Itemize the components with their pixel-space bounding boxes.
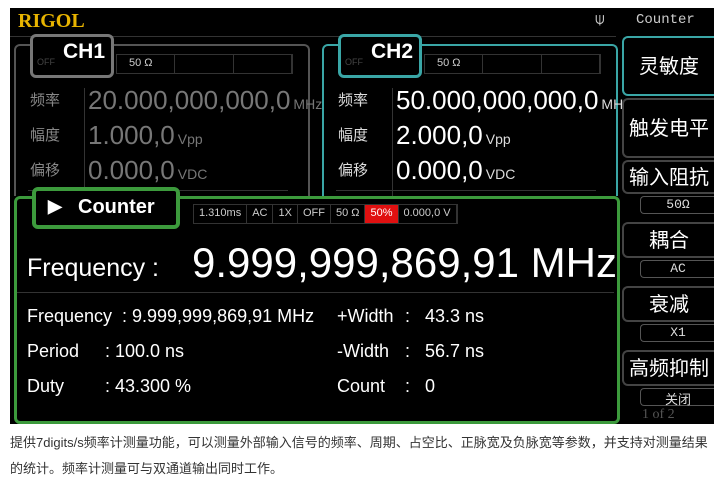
- duty-value: : 43.300 %: [105, 376, 192, 396]
- big-frequency-label: Frequency :: [27, 254, 160, 282]
- divider: [392, 88, 393, 196]
- period-label: Period: [27, 341, 80, 361]
- pos-width-value: 43.3 ns: [425, 306, 485, 326]
- ch2-frequency: 频率 50.000,000,000,0 MHz: [338, 84, 630, 116]
- gate-time: 1.310ms: [194, 205, 248, 223]
- hf-reject-value: 关闭: [640, 388, 714, 408]
- divider: [17, 292, 614, 293]
- label: 频率: [338, 92, 369, 109]
- mode-label: Counter: [636, 12, 695, 28]
- ch1-name: CH1: [63, 40, 106, 63]
- sensitivity: 50%: [365, 205, 399, 223]
- softkey-input-impedance[interactable]: 输入阻抗: [622, 160, 714, 194]
- hf-reject: OFF: [298, 205, 331, 223]
- value: 0.000,0: [88, 155, 175, 185]
- unit: VDC: [177, 166, 208, 182]
- ch1-amplitude: 幅度 1.000,0 Vpp: [30, 119, 203, 151]
- duty-label: Duty: [27, 376, 65, 396]
- ch1-impedance-value: 50 Ω: [117, 55, 176, 73]
- input-impedance-value: 50Ω: [640, 196, 714, 214]
- value: 0.000,0: [396, 155, 483, 185]
- softkey-hf-reject[interactable]: 高频抑制: [622, 350, 714, 386]
- softkey-sensitivity[interactable]: 灵敏度: [622, 36, 714, 96]
- label: 偏移: [338, 162, 369, 179]
- coupling-value: AC: [640, 260, 714, 278]
- usb-icon: ⍦: [595, 11, 605, 28]
- coupling: AC: [247, 205, 274, 223]
- period-value: : 100.0 ns: [105, 341, 185, 361]
- neg-width-label: -Width: [337, 341, 390, 361]
- label: 幅度: [338, 127, 369, 144]
- label: 频率: [30, 92, 61, 109]
- header-divider: [10, 36, 616, 37]
- ch2-state: OFF: [345, 57, 363, 67]
- separator: :: [405, 376, 411, 396]
- softkey-coupling[interactable]: 耦合: [622, 222, 714, 258]
- attenuation-value: X1: [640, 324, 714, 342]
- ch1-tab[interactable]: OFF CH1: [30, 34, 114, 78]
- frequency-label: Frequency: [27, 306, 113, 326]
- rigol-logo: RIGOL: [18, 10, 85, 32]
- unit: MHz: [293, 96, 323, 112]
- attenuation: 1X: [273, 205, 298, 223]
- big-frequency-value: 9.999,999,869,91 MHz: [192, 239, 617, 286]
- neg-width-value: 56.7 ns: [425, 341, 485, 361]
- frequency-value: : 9.999,999,869,91 MHz: [122, 306, 315, 326]
- label: 偏移: [30, 162, 61, 179]
- instrument-screen: RIGOL ⍦ Counter OFF CH1 50 Ω 频率 20.000,00…: [10, 8, 714, 424]
- ch1-panel[interactable]: OFF CH1 50 Ω 频率 20.000,000,000,0 MHz 幅度 1.0…: [14, 34, 322, 196]
- ch1-frequency: 频率 20.000,000,000,0 MHz: [30, 84, 322, 116]
- unit: VDC: [485, 166, 516, 182]
- counter-tab[interactable]: ▶ Counter: [32, 187, 180, 229]
- count-value: 0: [425, 376, 436, 396]
- label: 幅度: [30, 127, 61, 144]
- value: 2.000,0: [396, 120, 483, 150]
- softkey-trigger-level[interactable]: 触发电平: [622, 98, 714, 158]
- value: 1.000,0: [88, 120, 175, 150]
- counter-status-bar: 1.310ms AC 1X OFF 50 Ω 50% 0.000,0 V: [193, 204, 458, 224]
- ch1-offset: 偏移 0.000,0 VDC: [30, 154, 207, 186]
- unit: Vpp: [485, 131, 511, 147]
- counter-panel: ▶ Counter 1.310ms AC 1X OFF 50 Ω 50% 0.0…: [14, 187, 620, 424]
- play-icon: ▶: [48, 196, 62, 216]
- ch2-impedance: 50 Ω: [424, 54, 601, 74]
- ch2-amplitude: 幅度 2.000,0 Vpp: [338, 119, 511, 151]
- count-label: Count: [337, 376, 386, 396]
- impedance: 50 Ω: [331, 205, 366, 223]
- ch2-offset: 偏移 0.000,0 VDC: [338, 154, 515, 186]
- counter-title: Counter: [78, 196, 155, 218]
- separator: :: [405, 341, 411, 361]
- ch2-tab[interactable]: OFF CH2: [338, 34, 422, 78]
- softkey-attenuation[interactable]: 衰减: [622, 286, 714, 322]
- ch2-panel[interactable]: OFF CH2 50 Ω 频率 50.000,000,000,0 MHz 幅度 2.0…: [322, 34, 630, 196]
- ch2-impedance-value: 50 Ω: [425, 55, 484, 73]
- value: 50.000,000,000,0: [396, 85, 599, 115]
- caption: 提供7digits/s频率计测量功能，可以测量外部输入信号的频率、周期、占空比、…: [10, 435, 708, 476]
- separator: :: [405, 306, 411, 326]
- pos-width-label: +Width: [337, 306, 394, 326]
- ch1-impedance: 50 Ω: [116, 54, 293, 74]
- divider: [336, 190, 596, 191]
- value: 20.000,000,000,0: [88, 85, 291, 115]
- ch1-state: OFF: [37, 57, 55, 67]
- trigger-level: 0.000,0 V: [399, 205, 457, 223]
- divider: [84, 88, 85, 196]
- unit: Vpp: [177, 131, 203, 147]
- page-indicator: 1 of 2: [642, 407, 675, 422]
- ch2-name: CH2: [371, 40, 414, 63]
